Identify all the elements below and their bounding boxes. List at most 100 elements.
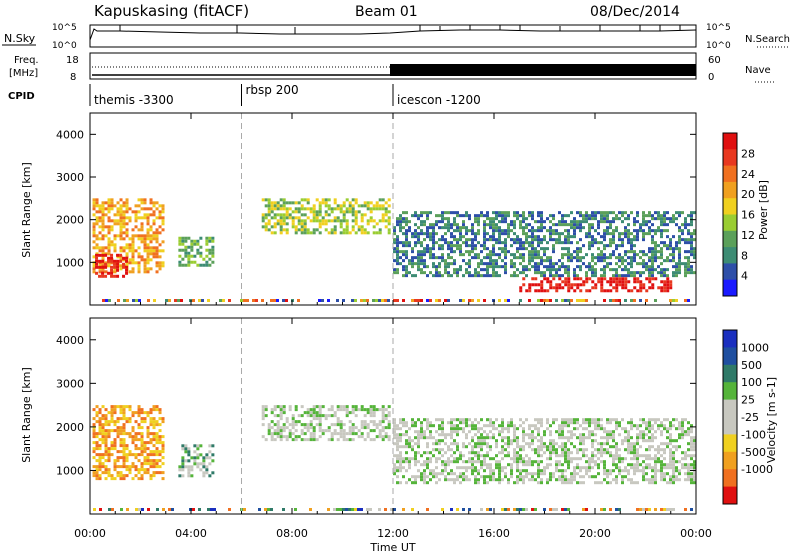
data-cell: [137, 453, 141, 457]
data-cell: [471, 427, 474, 431]
data-cell: [327, 299, 330, 302]
data-cell: [558, 268, 561, 272]
data-cell: [531, 241, 534, 245]
data-cell: [131, 438, 135, 442]
data-cell: [339, 432, 343, 436]
data-cell: [276, 426, 280, 430]
data-cell: [600, 268, 603, 272]
data-cell: [146, 261, 150, 265]
data-cell: [591, 217, 594, 221]
data-cell: [477, 430, 480, 434]
data-cell: [531, 475, 534, 479]
data-cell: [597, 253, 600, 257]
data-cell: [369, 420, 373, 424]
data-cell: [285, 216, 289, 220]
data-cell: [528, 235, 531, 239]
data-cell: [98, 246, 102, 250]
data-cell: [450, 478, 453, 482]
data-cell: [540, 241, 543, 245]
data-cell: [113, 213, 117, 217]
data-cell: [411, 508, 414, 511]
data-cell: [196, 239, 200, 243]
data-cell: [294, 216, 298, 220]
data-cell: [588, 226, 591, 230]
data-cell: [405, 460, 408, 464]
data-cell: [534, 460, 537, 464]
data-cell: [534, 247, 537, 251]
data-cell: [579, 457, 582, 461]
data-cell: [444, 433, 447, 437]
data-cell: [693, 211, 696, 215]
data-cell: [318, 408, 322, 412]
data-cell: [636, 214, 639, 218]
data-cell: [143, 456, 147, 460]
data-cell: [657, 271, 660, 275]
data-cell: [104, 207, 108, 211]
data-cell: [612, 217, 615, 221]
data-cell: [375, 204, 379, 208]
data-cell: [477, 478, 480, 482]
data-cell: [684, 454, 687, 458]
data-cell: [155, 447, 159, 451]
data-cell: [468, 478, 471, 482]
data-cell: [642, 262, 645, 266]
data-cell: [603, 469, 606, 473]
data-cell: [594, 448, 597, 452]
colorbar-swatch: [723, 469, 737, 488]
data-cell: [453, 223, 456, 227]
data-cell: [549, 214, 552, 218]
data-cell: [155, 465, 159, 469]
data-cell: [155, 459, 159, 463]
data-cell: [564, 299, 567, 302]
data-cell: [264, 228, 268, 232]
data-cell: [444, 271, 447, 275]
data-cell: [318, 222, 322, 226]
data-cell: [603, 244, 606, 248]
data-cell: [528, 211, 531, 215]
data-cell: [158, 459, 162, 463]
data-cell: [423, 232, 426, 236]
data-cell: [208, 462, 212, 466]
data-cell: [381, 438, 385, 442]
data-cell: [158, 441, 162, 445]
data-cell: [693, 442, 696, 446]
data-cell: [426, 226, 429, 230]
data-cell: [309, 408, 313, 412]
data-cell: [196, 465, 200, 469]
data-cell: [155, 216, 159, 220]
data-cell: [660, 454, 663, 458]
data-cell: [585, 235, 588, 239]
data-cell: [594, 217, 597, 221]
data-cell: [651, 283, 655, 287]
data-cell: [122, 465, 126, 469]
data-cell: [339, 420, 343, 424]
data-cell: [147, 299, 150, 302]
data-cell: [393, 229, 396, 233]
data-cell: [110, 259, 114, 263]
data-cell: [534, 478, 537, 482]
data-cell: [648, 427, 651, 431]
data-cell: [432, 265, 435, 269]
data-cell: [540, 217, 543, 221]
data-cell: [519, 226, 522, 230]
data-cell: [570, 226, 573, 230]
data-cell: [477, 457, 480, 461]
data-cell: [441, 256, 444, 260]
data-cell: [101, 207, 105, 211]
data-cell: [648, 430, 651, 434]
data-cell: [387, 210, 391, 214]
data-cell: [489, 469, 492, 473]
data-cell: [510, 238, 513, 242]
data-cell: [420, 223, 423, 227]
data-cell: [648, 229, 651, 233]
data-cell: [690, 214, 693, 218]
data-cell: [441, 235, 444, 239]
data-cell: [202, 456, 206, 460]
data-cell: [372, 408, 376, 412]
data-cell: [606, 217, 609, 221]
data-cell: [489, 265, 492, 269]
data-cell: [450, 472, 453, 476]
data-cell: [477, 436, 480, 440]
data-cell: [567, 466, 570, 470]
data-cell: [196, 447, 200, 451]
